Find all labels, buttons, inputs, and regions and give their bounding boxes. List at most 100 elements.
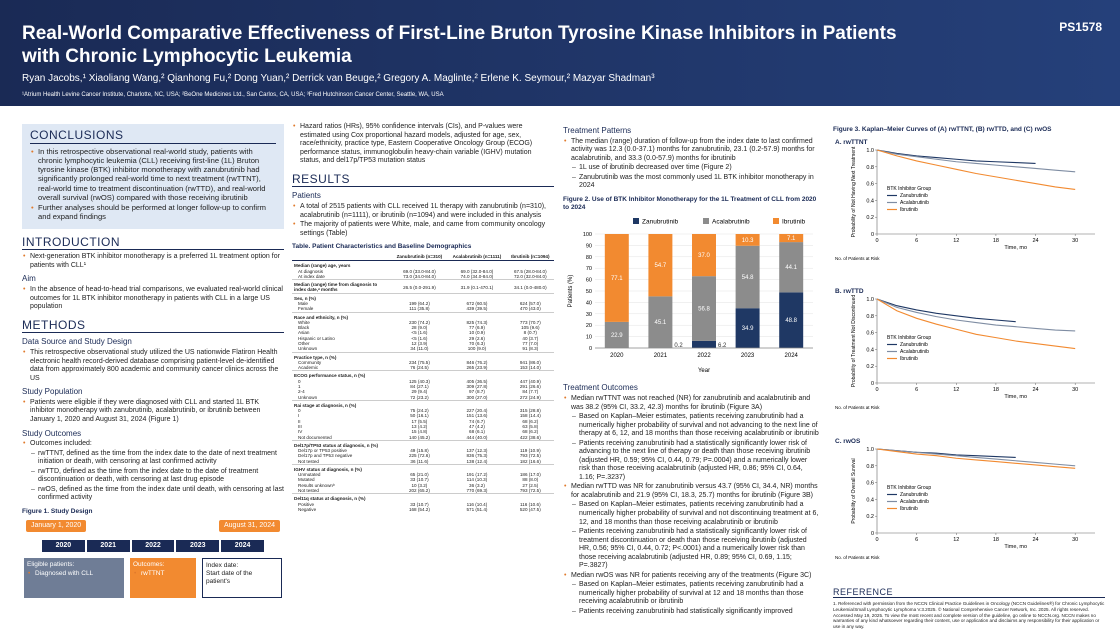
row: Mutated 33 (10.7) 114 (10.3) 88 (8.0) <box>292 477 554 482</box>
cell: 28 (9.0) <box>411 325 428 331</box>
bar-segment <box>648 233 673 297</box>
cell: 84 (7.7) <box>522 389 539 395</box>
cell: 941 (86.0) <box>519 359 541 365</box>
row: Results unknownᵇ 10 (3.2) 36 (3.2) 27 (2.5) <box>292 483 554 488</box>
box-heading: Outcomes: <box>133 560 165 568</box>
figure-title: Figure 1. Study Design <box>22 507 93 515</box>
x-axis-label: Time, mo <box>1004 245 1027 251</box>
heading: REFERENCE <box>833 587 1105 599</box>
cell: 13 (4.2) <box>411 423 428 429</box>
cell: 77 (7.0) <box>522 341 539 347</box>
bullet-text: The majority of patients were White, mal… <box>300 221 546 237</box>
cell: 74 (6.7) <box>469 418 485 424</box>
row: Community 234 (75.5) 846 (76.2) 941 (86.0) <box>292 360 554 365</box>
bullet-text: A total of 2515 patients with CLL receiv… <box>300 203 546 219</box>
row: Other 12 (3.9) 70 (6.3) 77 (7.0) <box>292 341 554 346</box>
cell: 125 (40.3) <box>408 378 430 384</box>
cell: 72.0 (32.0-84.0) <box>513 273 547 279</box>
cell: 291 (26.6) <box>519 383 541 389</box>
section-label: Practice type, n (%) <box>292 351 554 360</box>
bullet: Outcomes included: rwTTNT, defined as the… <box>23 440 284 503</box>
poster-id: PS1578 <box>1059 20 1102 34</box>
subheading: Treatment Patterns <box>563 126 632 135</box>
y-tick-label: 0 <box>589 346 592 352</box>
row: Not tested 202 (65.2) 770 (69.3) 793 (72.5) <box>292 488 554 494</box>
bar-segment <box>735 233 760 246</box>
section-label: ECOG performance status, n (%) <box>292 370 554 379</box>
bullet: Median rwOS was NR for patients receivin… <box>564 572 819 617</box>
cell: 69.0 (32.0-84.0) <box>460 268 494 274</box>
cell: 470 (43.0) <box>519 306 541 312</box>
cell: 67.5 (28.0-84.0) <box>513 268 547 274</box>
title: Real-World Comparative Effectiveness of … <box>22 23 897 67</box>
section-label: Race and ethnicity, n (%) <box>292 311 554 320</box>
km-curve <box>876 149 1076 190</box>
sub-bullet: rwTTNT, defined as the time from the ind… <box>31 450 284 467</box>
cell: 100 (9.0) <box>467 346 487 352</box>
at-risk-label: No. of Patients at Risk <box>835 555 880 560</box>
cell: 73.0 (34.0-84.0) <box>403 273 436 279</box>
row: Unmutated 65 (21.0) 191 (17.2) 186 (17.0) <box>292 472 554 477</box>
sub-bullet: rwOS, defined as the time from the index… <box>31 486 284 503</box>
km-curve <box>876 298 1016 323</box>
start-date: January 1, 2020 <box>26 519 87 533</box>
y-tick-label: 1.0 <box>866 447 874 453</box>
column: Figure 3. Kaplan–Meier Curves of (A) rwT… <box>833 124 1105 630</box>
cell: Asian <box>298 330 310 336</box>
heading: RESULTS <box>292 172 554 188</box>
header-cell <box>292 253 392 262</box>
sub-bullet: Based on Kaplan–Meier estimates, patient… <box>572 581 819 607</box>
cell: Male <box>298 301 308 307</box>
bullet: Patients were eligible if they were diag… <box>23 399 284 425</box>
y-tick-label: 60 <box>586 277 592 283</box>
row: 1 84 (27.1) 309 (27.8) 291 (26.6) <box>292 384 554 389</box>
cell: Del17p or TP53 positive <box>298 448 347 454</box>
y-tick-label: 50 <box>586 289 592 295</box>
cell: 36 (3.2) <box>469 482 485 488</box>
row: Positive 33 (10.7) 116 (10.4) 116 (10.6) <box>292 502 554 507</box>
sub-bullet: Zanubrutinib was the most commonly used … <box>572 174 819 191</box>
cell: 10 (3.2) <box>411 482 428 488</box>
y-axis-label: Probability of Treatment Not Discontinue… <box>851 295 857 387</box>
end-date: August 31, 2024 <box>219 519 280 533</box>
cell: Academic <box>298 365 319 371</box>
row: Not tested 36 (11.6) 138 (12.4) 182 (16.6) <box>292 459 554 465</box>
row: Male 199 (64.2) 672 (60.5) 624 (57.0) <box>292 301 554 306</box>
section-row: Del17p/TP53 status at diagnosis, n (%) <box>292 439 554 449</box>
sub-list: Based on Kaplan–Meier estimates, patient… <box>571 581 819 616</box>
row: Unknown 34 (11.0) 100 (9.0) 91 (8.3) <box>292 346 554 352</box>
table-body: Median (range) age, years At diagnosis 69.… <box>292 260 554 512</box>
y-tick-label: 1.0 <box>866 148 874 154</box>
list: Hazard ratios (HRs), 95% confidence inte… <box>292 123 554 166</box>
legend-label: Zanubrutinib <box>900 492 928 498</box>
cell: Hispanic or Latino <box>298 335 335 341</box>
x-tick-label: 18 <box>993 387 999 393</box>
y-axis-label: Probability of Overall Survival <box>851 458 857 523</box>
row: Black 28 (9.0) 77 (6.9) 105 (9.6) <box>292 325 554 330</box>
km-chart: C. rwOS 0 0.2 0.4 0.6 0.8 1.0 0 6 12 18 24 30 Time, m… <box>835 438 1095 560</box>
legend-label: Acalabrutinib <box>900 200 929 206</box>
cell: 182 (16.6) <box>519 458 541 464</box>
section-label: Rai stage at diagnosis, n (%) <box>292 399 554 409</box>
cell: 74.0 (34.0-84.0) <box>460 273 494 279</box>
cell: 84 (27.1) <box>410 383 429 389</box>
cell: Female <box>298 306 314 312</box>
subheading: Data Source and Study Design <box>22 337 132 347</box>
data-label: 56.8 <box>698 306 710 312</box>
bullet: In this retrospective observational real… <box>31 147 276 203</box>
row: Female 111 (35.8) 439 (39.5) 470 (43.0) <box>292 306 554 312</box>
study-design: January 1, 2020 August 31, 2024 2020 2021… <box>22 518 284 598</box>
data-label: 22.9 <box>611 333 623 339</box>
cell: 624 (57.0) <box>519 301 541 307</box>
cell: Unknown <box>298 346 318 352</box>
y-tick-label: 90 <box>586 243 592 249</box>
bar-segment <box>735 307 760 348</box>
cell: 97 (8.7) <box>469 389 485 395</box>
legend-swatch <box>633 217 639 224</box>
table-head: Zanubrutinib (n=310) Acalabrutinib (n=111… <box>292 253 554 262</box>
y-tick-label: 0 <box>871 381 874 387</box>
cell: III <box>298 423 302 429</box>
bar-segment <box>779 241 804 293</box>
cell: I <box>298 413 300 419</box>
x-axis-label: Time, mo <box>1004 544 1027 550</box>
